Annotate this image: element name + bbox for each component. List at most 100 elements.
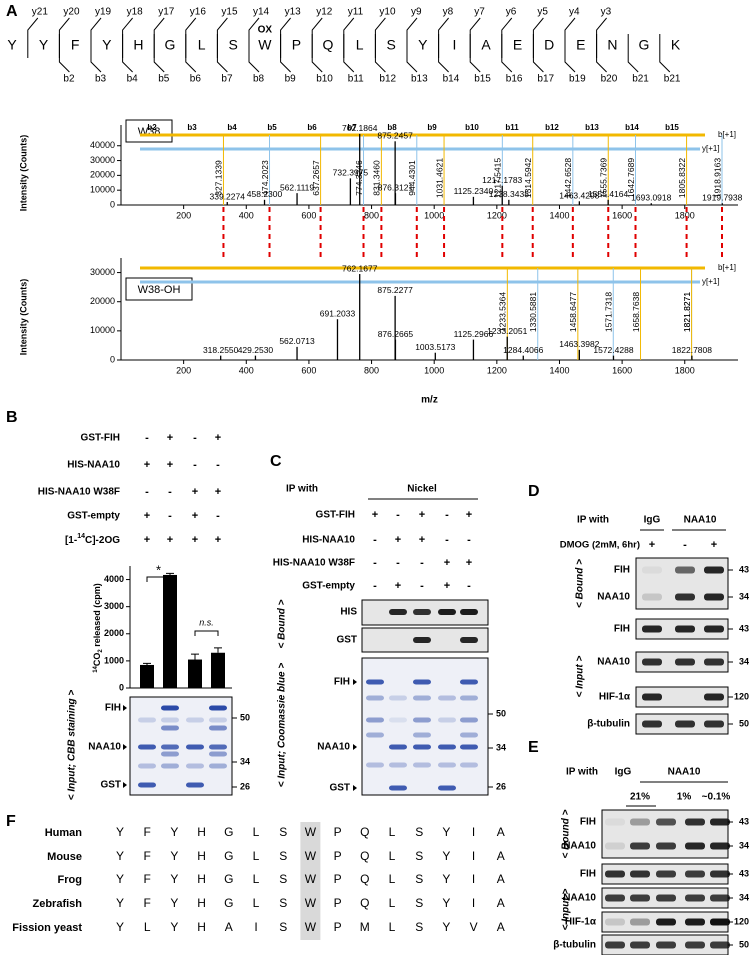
peak-label: 1555.4164: [588, 189, 628, 199]
modification-label: OX: [258, 25, 273, 36]
side-label: < Input >: [561, 889, 572, 931]
residue: Y: [7, 37, 17, 53]
fragment-tick: [216, 34, 228, 73]
band-label: NAA10: [317, 742, 350, 753]
ion-label: 1330.5881: [528, 292, 538, 332]
b-ion-label: b12: [379, 74, 396, 85]
fragment-tick: [596, 34, 607, 73]
side-label: < Input >: [575, 656, 586, 698]
residue: F: [71, 37, 80, 53]
ladder-label: b13: [585, 123, 599, 132]
residue: L: [389, 849, 396, 863]
row-label: [1-14C]-2OG: [65, 533, 120, 546]
band: [675, 658, 695, 666]
spectrum-name: W38-OH: [138, 284, 181, 296]
ion-label: 1918.9163: [712, 158, 722, 198]
significance-bracket: [194, 630, 219, 636]
residue: A: [481, 37, 491, 53]
residue: A: [225, 920, 233, 934]
fragment-tick: [564, 17, 576, 58]
ladder-end-label: b[+1]: [718, 263, 736, 272]
residue: Y: [442, 920, 450, 934]
residue: H: [197, 825, 206, 839]
residue: Y: [170, 896, 178, 910]
ip-label: IP with: [577, 515, 609, 526]
band: [413, 609, 431, 615]
b-ion-label: b13: [411, 74, 428, 85]
ladder-label: b15: [665, 123, 679, 132]
fragment-tick: [438, 17, 449, 58]
ion-label: 1555.7369: [599, 158, 609, 198]
x-tick-label: 200: [176, 210, 191, 220]
ladder-label: b4: [227, 123, 237, 132]
peak-label: 691.2033: [320, 308, 356, 318]
band: [642, 566, 662, 574]
ip-group: NAA10: [668, 767, 701, 778]
blot-label: HIF-1α: [599, 692, 631, 703]
band: [642, 658, 662, 666]
band: [460, 637, 478, 643]
y-tick-label: 1000: [104, 655, 124, 665]
sign: +: [419, 534, 425, 546]
band: [186, 717, 204, 723]
residue: G: [165, 37, 176, 53]
y-ion-label: y18: [127, 7, 144, 18]
ip-label: IP with: [286, 484, 318, 495]
band: [605, 894, 625, 902]
residue: I: [472, 849, 475, 863]
sign: +: [466, 557, 472, 569]
y-tick-label: 4000: [104, 574, 124, 584]
residue: I: [472, 896, 475, 910]
band: [413, 732, 431, 738]
y-ion-label: y21: [32, 7, 49, 18]
band-label: GST: [100, 780, 121, 791]
mw-label: 50: [739, 718, 749, 728]
residue: S: [415, 849, 423, 863]
band: [209, 705, 227, 711]
fragment-tick: [185, 34, 197, 73]
bar: [163, 574, 177, 688]
mw-label: 26: [240, 781, 250, 791]
row-label: HIS-NAA10: [67, 460, 120, 471]
x-tick-label: 1400: [549, 210, 569, 220]
ladder-label: b12: [545, 123, 559, 132]
gel: [361, 657, 489, 796]
sign: -: [373, 534, 377, 546]
b-ion-label: b7: [221, 74, 233, 85]
band: [460, 732, 478, 738]
residue: L: [253, 872, 260, 886]
band: [438, 785, 456, 791]
species-name: Human: [45, 827, 83, 839]
band: [161, 705, 179, 711]
band-marker: [353, 744, 357, 750]
peak-label: 876.3121: [378, 182, 414, 192]
fragment-tick: [343, 17, 355, 58]
band: [413, 637, 431, 643]
band: [389, 695, 407, 701]
band: [209, 763, 227, 769]
sign: +: [215, 432, 221, 444]
residue: W: [305, 849, 317, 863]
band: [366, 679, 384, 685]
peak-label: 1125.2966: [454, 329, 494, 339]
residue: L: [389, 920, 396, 934]
band: [704, 625, 724, 633]
condition-label: ~0.1%: [702, 792, 731, 803]
blot-label: HIF-1α: [565, 917, 597, 928]
sign: +: [144, 459, 150, 471]
ion-label: 1642.7689: [626, 158, 636, 198]
row-label: GST-FIH: [316, 510, 355, 521]
x-tick-label: 1800: [675, 210, 695, 220]
mw-label: 34: [739, 892, 749, 902]
y-tick-label: 0: [110, 199, 115, 209]
sign: +: [167, 432, 173, 444]
blot-label: FIH: [614, 624, 630, 635]
x-tick-label: 400: [239, 210, 254, 220]
y-ion-label: y11: [348, 7, 364, 18]
band: [366, 695, 384, 701]
ion-label: 944.4301: [407, 160, 417, 196]
sign: +: [649, 539, 655, 551]
species-name: Zebrafish: [32, 898, 82, 910]
sign: -: [467, 534, 471, 546]
y-axis-label-part: CO: [92, 653, 102, 667]
